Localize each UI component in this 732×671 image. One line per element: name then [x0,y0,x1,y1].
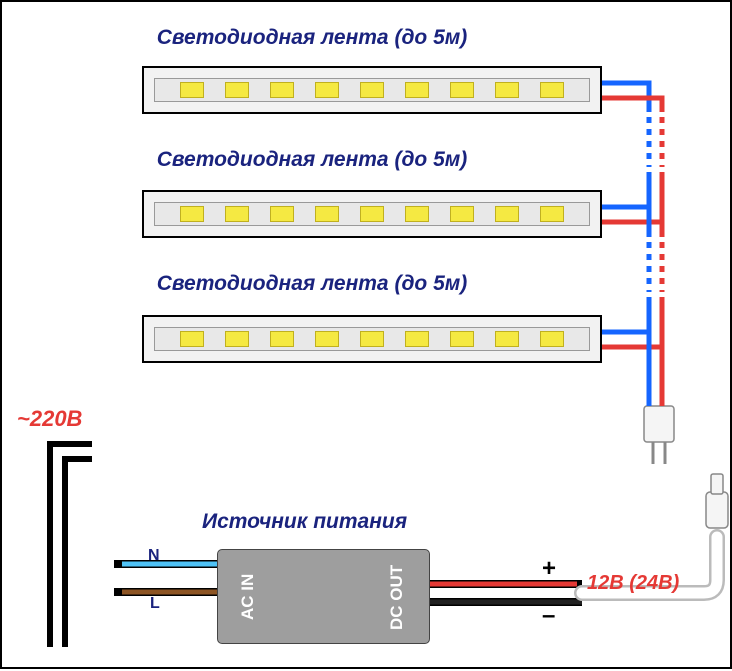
neutral-label: N [148,547,160,565]
minus-sign: – [542,602,555,630]
psu-box: AC IN DC OUT [217,549,430,644]
led-strip-1 [142,66,602,114]
voltage-out-label: 12В (24В) [587,572,679,595]
strip-1-label: Светодиодная лента (до 5м) [2,26,622,50]
led-strip-3 [142,315,602,363]
strip-3-label: Светодиодная лента (до 5м) [2,272,622,296]
strip-2-label: Светодиодная лента (до 5м) [2,148,622,172]
plus-sign: + [542,555,556,583]
voltage-in-label: ~220В [17,406,82,432]
psu-title: Источник питания [202,510,407,534]
psu-ac-in: AC IN [238,580,258,620]
live-label: L [150,595,160,613]
led-strip-2 [142,190,602,238]
psu-dc-out: DC OUT [387,570,407,630]
